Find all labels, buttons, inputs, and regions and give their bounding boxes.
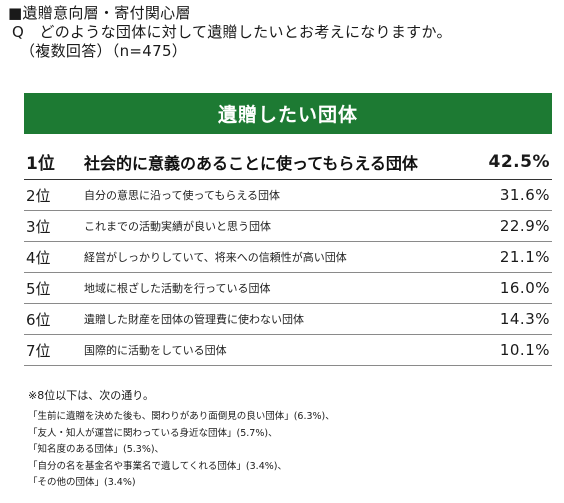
- rank-label: 地域に根ざした活動を行っている団体: [84, 282, 271, 295]
- survey-header: ■遺贈意向層・寄付関心層 Q どのような団体に対して遺贈したいとお考えになります…: [8, 4, 558, 61]
- note-item: 「友人・知人が運営に関わっている身近な団体」(5.7%)、: [28, 427, 278, 439]
- rank-percentage: 10.1%: [499, 341, 550, 359]
- rank-number: 4位: [26, 248, 51, 267]
- note-item: 「生前に遺贈を決めた後も、関わりがあり面倒見の良い団体」(6.3%)、: [28, 411, 335, 422]
- ranking-row-5: 5位 地域に根ざした活動を行っている団体 16.0%: [24, 273, 552, 304]
- note-item: 「その他の団体」(3.4%): [28, 477, 136, 488]
- question-text: Q どのような団体に対して遺贈したいとお考えになりますか。: [12, 23, 452, 41]
- rank-percentage: 16.0%: [499, 279, 550, 297]
- ranking-table: 1位 社会的に意義のあることに使ってもらえる団体 42.5% 2位 自分の意思に…: [24, 144, 552, 366]
- rank-number: 6位: [26, 310, 51, 329]
- rank-number: 2位: [26, 186, 51, 205]
- rank-label: 経営がしっかりしていて、将来への信頼性が高い団体: [84, 251, 347, 264]
- rank-number: 3位: [26, 217, 51, 236]
- notes-lead: ※8位以下は、次の通り。: [28, 389, 154, 402]
- rank-number: 5位: [26, 279, 51, 298]
- note-item: 「自分の名を基金名や事業名で遺してくれる団体」(3.4%)、: [28, 460, 287, 472]
- banner-title: 遺贈したい団体: [217, 104, 358, 126]
- rank-percentage: 22.9%: [499, 217, 550, 235]
- ranking-row-2: 2位 自分の意思に沿って使ってもらえる団体 31.6%: [24, 180, 552, 211]
- rank-number: 1位: [26, 154, 55, 174]
- ranking-banner: 遺贈したい団体: [24, 93, 552, 134]
- rank-label: 自分の意思に沿って使ってもらえる団体: [84, 189, 281, 202]
- rank-label: 社会的に意義のあることに使ってもらえる団体: [84, 153, 418, 173]
- rank-percentage: 31.6%: [499, 186, 550, 204]
- ranking-row-4: 4位 経営がしっかりしていて、将来への信頼性が高い団体 21.1%: [24, 242, 552, 273]
- ranking-row-1: 1位 社会的に意義のあることに使ってもらえる団体 42.5%: [24, 144, 552, 180]
- section-title: ■遺贈意向層・寄付関心層: [8, 4, 191, 22]
- rank-percentage: 14.3%: [499, 310, 550, 328]
- answer-note: （複数回答）（n=475）: [20, 42, 188, 60]
- ranking-row-3: 3位 これまでの活動実績が良いと思う団体 22.9%: [24, 211, 552, 242]
- rank-label: 遺贈した財産を団体の管理費に使わない団体: [84, 313, 304, 326]
- note-item: 「知名度のある団体」(5.3%)、: [28, 444, 165, 455]
- additional-notes: ※8位以下は、次の通り。 「生前に遺贈を決めた後も、関わりがあり面倒見の良い団体…: [24, 387, 554, 492]
- rank-label: 国際的に活動をしている団体: [84, 344, 227, 357]
- rank-label: これまでの活動実績が良いと思う団体: [84, 220, 271, 233]
- rank-percentage: 21.1%: [499, 248, 550, 266]
- ranking-row-7: 7位 国際的に活動をしている団体 10.1%: [24, 335, 552, 366]
- rank-number: 7位: [26, 341, 51, 360]
- ranking-row-6: 6位 遺贈した財産を団体の管理費に使わない団体 14.3%: [24, 304, 552, 335]
- rank-percentage: 42.5%: [488, 151, 550, 172]
